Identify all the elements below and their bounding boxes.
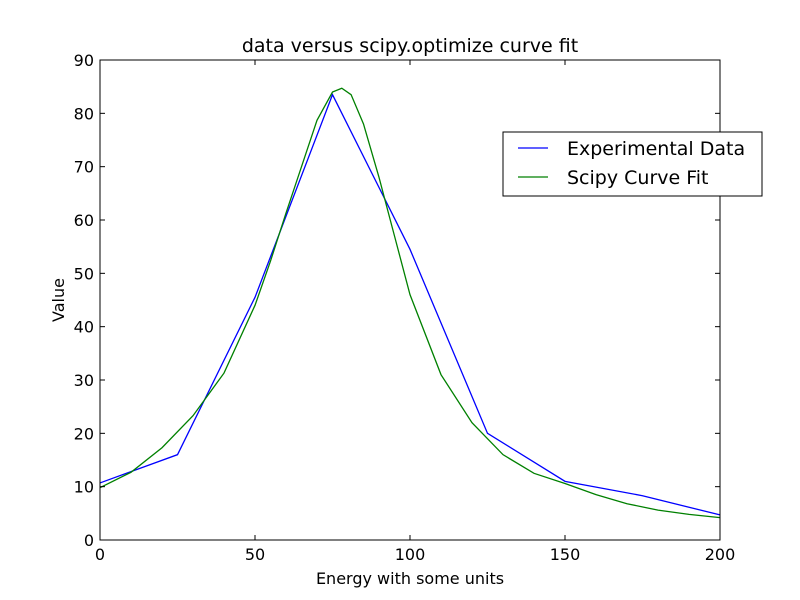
y-tick-label: 40 — [74, 318, 94, 337]
legend-label-scipy-curve-fit: Scipy Curve Fit — [567, 167, 709, 189]
legend-label-experimental-data: Experimental Data — [567, 138, 745, 160]
series-line-scipy-curve-fit — [99, 87, 721, 519]
y-tick-label: 30 — [74, 371, 94, 390]
y-tick-label: 90 — [74, 51, 94, 70]
x-tick-label: 50 — [245, 545, 265, 564]
plot-lines — [99, 87, 721, 519]
y-axis: 0 10 20 30 40 50 60 70 80 90 — [74, 51, 720, 550]
x-tick-label: 200 — [705, 545, 736, 564]
legend-box — [502, 131, 763, 197]
y-tick-label: 80 — [74, 104, 94, 123]
y-tick-label: 10 — [74, 478, 94, 497]
x-tick-label: 0 — [95, 545, 105, 564]
x-tick-label: 150 — [550, 545, 581, 564]
y-tick-label: 60 — [74, 211, 94, 230]
y-tick-label: 50 — [74, 264, 94, 283]
legend: Experimental Data Scipy Curve Fit — [502, 131, 763, 197]
y-tick-label: 0 — [84, 531, 94, 550]
x-tick-label: 100 — [395, 545, 426, 564]
y-tick-label: 70 — [74, 158, 94, 177]
y-axis-label: Value — [49, 278, 68, 322]
x-axis-label: Energy with some units — [316, 569, 504, 588]
y-tick-label: 20 — [74, 424, 94, 443]
x-axis: 0 50 100 150 200 — [95, 60, 735, 564]
chart-title: data versus scipy.optimize curve fit — [242, 35, 578, 57]
